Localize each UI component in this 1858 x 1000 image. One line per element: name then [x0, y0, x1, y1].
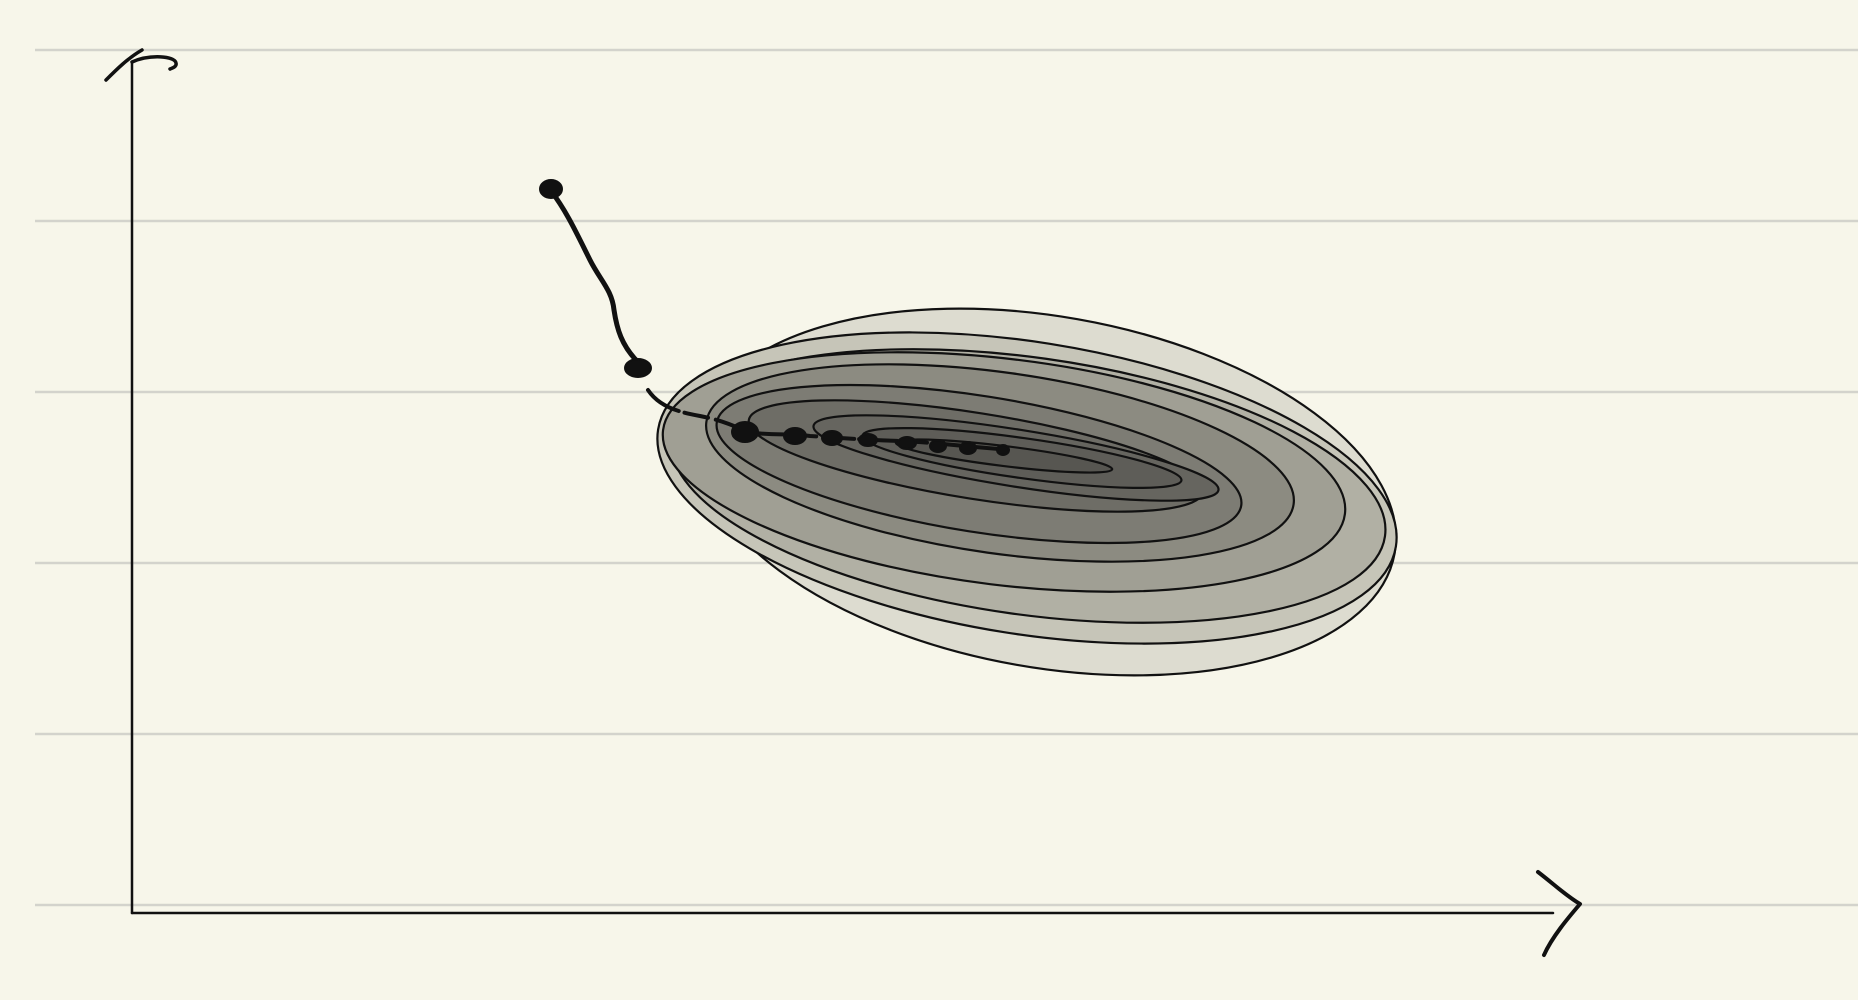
path-point [996, 444, 1010, 456]
axes [104, 48, 1582, 957]
path-point [731, 421, 759, 443]
y-axis-arrow-icon [104, 48, 178, 82]
path-point [897, 436, 917, 450]
path-point [858, 433, 878, 447]
optimization-path [539, 179, 1012, 456]
path-segment [548, 188, 639, 363]
contour-levels [656, 307, 1398, 677]
path-point [783, 427, 807, 445]
x-axis-arrow-icon [1536, 870, 1582, 957]
path-point [539, 179, 563, 199]
path-point [959, 441, 977, 455]
path-point [821, 430, 843, 446]
path-point [624, 358, 652, 378]
path-point [929, 439, 947, 453]
